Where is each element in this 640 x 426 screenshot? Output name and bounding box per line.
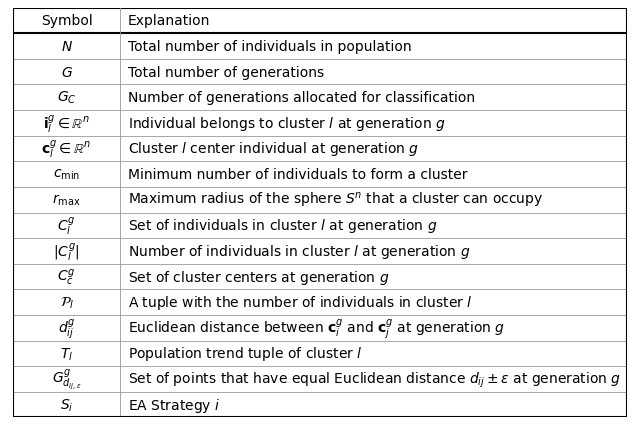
Text: Set of cluster centers at generation $g$: Set of cluster centers at generation $g$ xyxy=(128,268,389,286)
Text: $T_l$: $T_l$ xyxy=(60,345,73,362)
Text: Maximum radius of the sphere $S^n$ that a cluster can occupy: Maximum radius of the sphere $S^n$ that … xyxy=(128,191,543,210)
Text: $|C_l^g|$: $|C_l^g|$ xyxy=(53,240,80,262)
Text: $\mathbf{c}_l^g \in \mathbb{R}^n$: $\mathbf{c}_l^g \in \mathbb{R}^n$ xyxy=(42,138,92,160)
Text: Euclidean distance between $\mathbf{c}_i^g$ and $\mathbf{c}_j^g$ at generation $: Euclidean distance between $\mathbf{c}_i… xyxy=(128,316,505,340)
Text: $\mathbf{i}_l^g \in \mathbb{R}^n$: $\mathbf{i}_l^g \in \mathbb{R}^n$ xyxy=(43,112,90,135)
Text: Individual belongs to cluster $l$ at generation $g$: Individual belongs to cluster $l$ at gen… xyxy=(128,115,445,132)
Text: $G_C$: $G_C$ xyxy=(57,90,76,106)
Text: $N$: $N$ xyxy=(61,40,72,54)
Text: Set of individuals in cluster $l$ at generation $g$: Set of individuals in cluster $l$ at gen… xyxy=(128,217,437,235)
Text: Population trend tuple of cluster $l$: Population trend tuple of cluster $l$ xyxy=(128,345,362,363)
Text: $\mathcal{P}_l$: $\mathcal{P}_l$ xyxy=(60,295,74,310)
Text: Minimum number of individuals to form a cluster: Minimum number of individuals to form a … xyxy=(128,168,467,181)
Text: Total number of generations: Total number of generations xyxy=(128,66,324,79)
Text: EA Strategy $i$: EA Strategy $i$ xyxy=(128,396,220,414)
Text: Cluster $l$ center individual at generation $g$: Cluster $l$ center individual at generat… xyxy=(128,140,419,158)
Text: A tuple with the number of individuals in cluster $l$: A tuple with the number of individuals i… xyxy=(128,294,472,311)
Text: Set of points that have equal Euclidean distance $d_{ij} \pm \epsilon$ at genera: Set of points that have equal Euclidean … xyxy=(128,369,621,389)
Text: Total number of individuals in population: Total number of individuals in populatio… xyxy=(128,40,412,54)
Text: $C_l^g$: $C_l^g$ xyxy=(58,215,76,237)
Text: Number of generations allocated for classification: Number of generations allocated for clas… xyxy=(128,91,475,105)
Text: Symbol: Symbol xyxy=(41,14,92,28)
Text: $G$: $G$ xyxy=(61,66,72,79)
Text: $S_i$: $S_i$ xyxy=(60,397,74,413)
Text: $C_c^g$: $C_c^g$ xyxy=(58,267,76,287)
Text: $d_{ij}^g$: $d_{ij}^g$ xyxy=(58,316,76,340)
Text: Number of individuals in cluster $l$ at generation $g$: Number of individuals in cluster $l$ at … xyxy=(128,242,470,260)
Text: $r_{\mathrm{max}}$: $r_{\mathrm{max}}$ xyxy=(52,193,81,208)
Text: Explanation: Explanation xyxy=(128,14,210,28)
Text: $G^g_{d_{ij,\epsilon}}$: $G^g_{d_{ij,\epsilon}}$ xyxy=(52,367,81,391)
Text: $c_{\mathrm{min}}$: $c_{\mathrm{min}}$ xyxy=(53,167,80,182)
